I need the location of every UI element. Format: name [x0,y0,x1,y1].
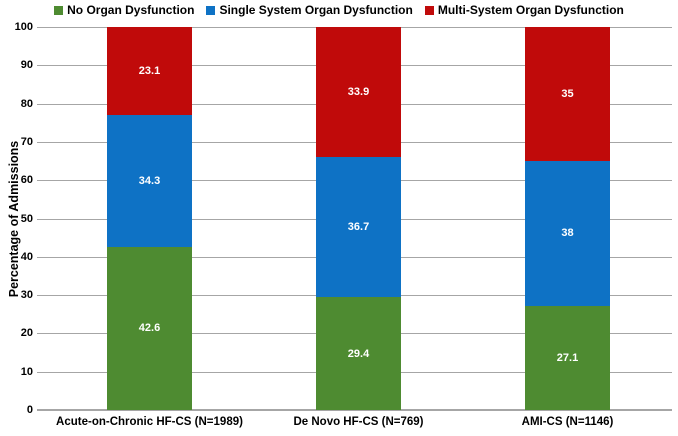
bar-segment [107,246,192,410]
legend-item: No Organ Dysfunction [54,3,194,17]
x-axis-label: De Novo HF-CS (N=769) [293,416,424,428]
bar-value-label: 38 [561,227,574,240]
bar-segment [525,160,610,307]
y-tick-label: 90 [20,59,33,72]
bar-value-label: 29.4 [347,347,370,360]
y-tick-label: 60 [20,174,33,187]
legend-label: Multi-System Organ Dysfunction [437,3,624,17]
bar-segment [316,297,401,410]
bar-segment [316,156,401,298]
chart-legend: No Organ Dysfunction Single System Organ … [0,1,678,19]
legend-swatch-icon [424,5,434,15]
legend-swatch-icon [206,5,216,15]
legend-item: Multi-System Organ Dysfunction [424,3,624,17]
y-tick-label: 70 [20,135,33,148]
bar-value-label: 34.3 [138,175,161,188]
bar-value-label: 23.1 [138,65,161,78]
legend-swatch-icon [54,5,64,15]
legend-label: No Organ Dysfunction [67,3,195,17]
x-axis-line [37,409,672,411]
y-tick-label: 80 [20,97,33,110]
y-tick-label: 40 [20,250,33,263]
y-tick-label: 20 [20,327,33,340]
y-tick-label: 50 [20,212,33,225]
x-axis-label: AMI-CS (N=1146) [521,416,614,428]
bar-segment [316,27,401,157]
bar-value-label: 35 [561,87,574,100]
y-tick-label: 30 [20,289,33,302]
bar-segment [107,115,192,247]
bar-value-label: 27.1 [556,352,579,365]
bar-value-label: 42.6 [138,322,161,335]
bar-value-label: 33.9 [347,85,370,98]
y-tick-label: 10 [20,365,33,378]
legend-item: Single System Organ Dysfunction [206,3,413,17]
y-tick-label: 100 [14,21,33,33]
bar-value-label: 36.7 [347,221,370,234]
bar-segment [107,27,192,116]
bar-segment [525,306,610,410]
x-axis-label: Acute-on-Chronic HF-CS (N=1989) [56,416,243,428]
legend-label: Single System Organ Dysfunction [219,3,413,17]
bar-segment [525,26,610,161]
y-tick-label: 0 [26,404,33,416]
